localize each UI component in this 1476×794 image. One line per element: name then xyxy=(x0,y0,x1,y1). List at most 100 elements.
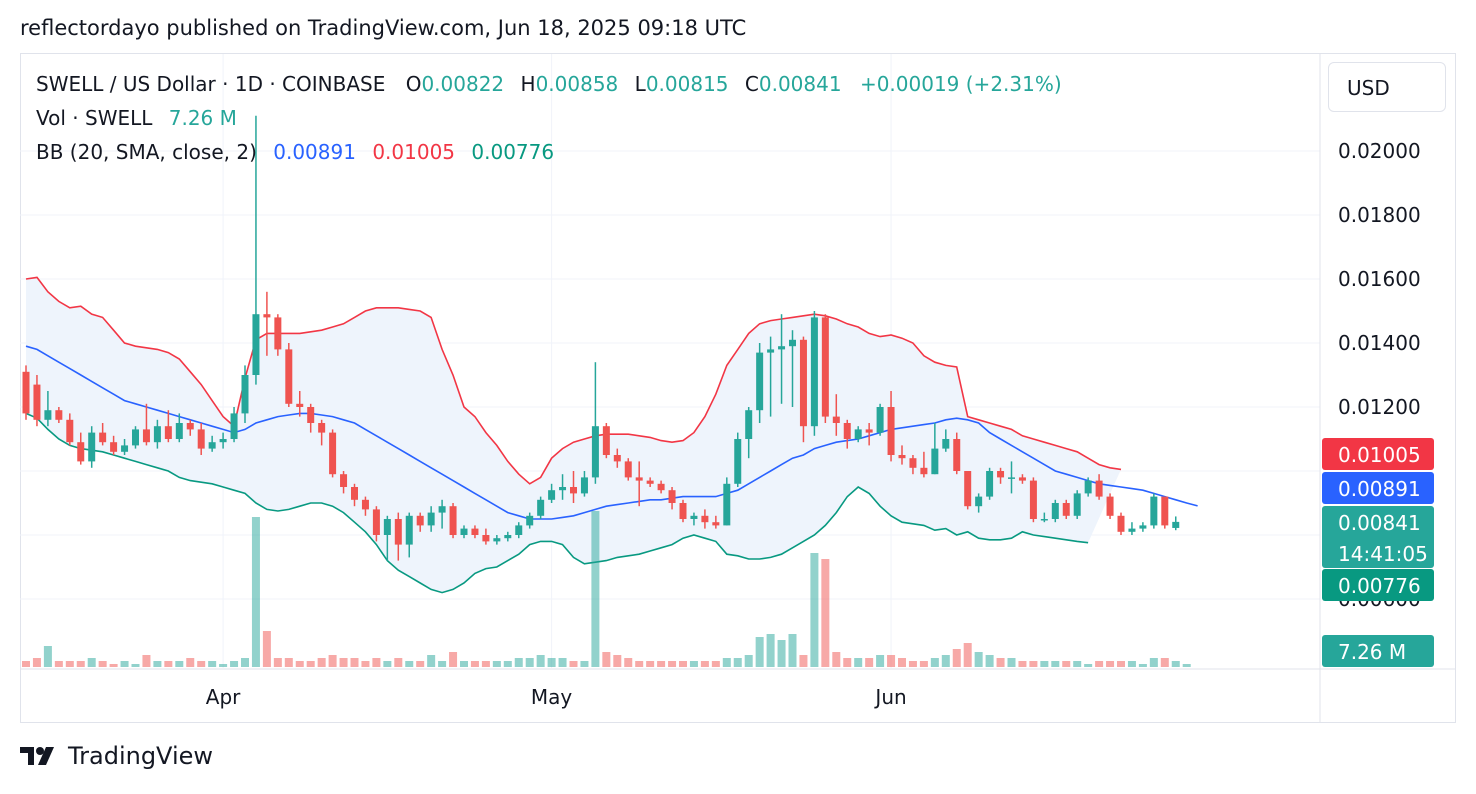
volume-label[interactable]: Vol · SWELL xyxy=(36,106,153,130)
candle-body xyxy=(427,512,435,526)
x-tick-label: Jun xyxy=(873,685,906,709)
volume-bar xyxy=(547,658,556,667)
volume-bar xyxy=(887,655,896,667)
x-tick-label: Apr xyxy=(206,685,241,709)
candle-body xyxy=(55,410,63,420)
candle-body xyxy=(110,442,118,452)
candle-body xyxy=(690,515,698,519)
symbol-title[interactable]: SWELL / US Dollar · 1D · COINBASE xyxy=(36,72,386,96)
candle-body xyxy=(865,429,873,433)
candle-body xyxy=(33,384,41,420)
high-label: H xyxy=(520,72,536,96)
bb-basis-value: 0.00891 xyxy=(273,140,356,164)
currency-button[interactable]: USD xyxy=(1328,62,1446,112)
candle-body xyxy=(942,439,950,449)
volume-bar xyxy=(536,655,545,667)
candle-body xyxy=(986,471,994,497)
candle-body xyxy=(997,471,1005,478)
volume-bar xyxy=(1117,661,1125,667)
volume-bar xyxy=(646,661,655,667)
time-axis: Apr May Jun xyxy=(206,685,907,709)
bb-lower-line xyxy=(25,412,1089,594)
candle-body xyxy=(843,423,851,439)
candle-body xyxy=(964,471,972,507)
candle-body xyxy=(296,403,304,407)
candle-body xyxy=(121,445,129,452)
candle-body xyxy=(44,410,52,420)
volume-bar xyxy=(679,661,687,667)
candle-body xyxy=(405,515,413,545)
volume-bar xyxy=(908,661,917,667)
volume-bar xyxy=(87,658,96,667)
candle-body xyxy=(613,455,621,462)
volume-bar xyxy=(580,661,589,667)
candle-body xyxy=(712,522,720,526)
volume-bar xyxy=(43,646,52,667)
bb-upper-line xyxy=(25,276,1122,485)
volume-bar xyxy=(1073,661,1082,667)
upper-band-tag-text: 0.01005 xyxy=(1338,443,1421,467)
candle-body xyxy=(263,314,271,318)
candle-body xyxy=(329,432,337,475)
volume-bar xyxy=(722,658,731,667)
candle-body xyxy=(789,339,796,347)
volume-bar xyxy=(350,658,359,667)
candle-body xyxy=(1018,477,1026,481)
basis-tag-text: 0.00891 xyxy=(1338,477,1421,501)
candle-body xyxy=(361,499,369,510)
candle-body xyxy=(285,349,293,404)
candle-body xyxy=(394,519,402,545)
volume-bar xyxy=(602,652,611,667)
volume-bar xyxy=(394,658,403,667)
open-value: 0.00822 xyxy=(421,72,505,96)
volume-bar xyxy=(788,634,797,667)
candle-body xyxy=(340,474,348,487)
candle-body xyxy=(580,477,588,494)
volume-bar xyxy=(1007,658,1016,667)
volume-bar xyxy=(492,661,501,667)
volume-bar xyxy=(1018,661,1027,667)
candle-body xyxy=(1008,477,1015,479)
candle-body xyxy=(241,375,249,414)
volume-bar xyxy=(898,658,906,667)
candle-body xyxy=(1040,519,1048,521)
volume-bar xyxy=(427,655,436,667)
volume-bar xyxy=(919,661,928,667)
grid-lines xyxy=(20,54,1456,722)
volume-bar xyxy=(777,640,786,667)
bb-basis-line xyxy=(25,345,1198,520)
y-tick-label: 0.01400 xyxy=(1338,331,1421,355)
candle-body xyxy=(88,432,96,462)
volume-bar xyxy=(306,661,315,667)
volume-bar xyxy=(766,634,775,667)
candle-body xyxy=(1106,496,1114,516)
upper-band-tag-bg xyxy=(1322,438,1434,470)
candle-body xyxy=(186,423,194,430)
candle-body xyxy=(1084,480,1092,494)
tradingview-brand: TradingView xyxy=(20,742,213,770)
last-price-tag-text: 14:41:05 xyxy=(1338,542,1428,566)
volume-bar xyxy=(120,661,129,667)
bb-band-fill xyxy=(26,277,1121,593)
candle-body xyxy=(482,535,490,542)
candle-body xyxy=(920,467,928,475)
volume-bar xyxy=(241,658,249,667)
volume-bar xyxy=(1029,661,1038,667)
volume-bar xyxy=(383,661,392,667)
candle-body xyxy=(559,487,567,491)
volume-bar xyxy=(821,559,830,667)
volume-bar xyxy=(109,664,118,667)
volume-bar xyxy=(733,658,742,667)
volume-bar xyxy=(689,661,698,667)
candle-body xyxy=(602,426,610,455)
legend-bb: BB (20, SMA, close, 2) 0.00891 0.01005 0… xyxy=(36,140,554,164)
volume-bar xyxy=(930,658,939,667)
bb-label[interactable]: BB (20, SMA, close, 2) xyxy=(36,140,257,164)
volume-bar xyxy=(98,661,107,667)
volume-bar xyxy=(1171,661,1180,667)
volume-bar xyxy=(262,631,271,667)
candle-body xyxy=(1029,480,1037,519)
bollinger-bands xyxy=(25,276,1198,594)
x-tick-label: May xyxy=(531,685,573,709)
